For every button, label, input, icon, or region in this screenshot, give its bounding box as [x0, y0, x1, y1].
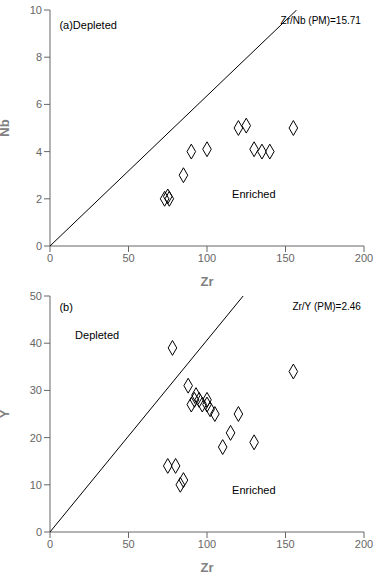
svg-text:0: 0: [47, 538, 53, 550]
svg-text:100: 100: [198, 252, 216, 264]
svg-text:100: 100: [198, 538, 216, 550]
svg-text:6: 6: [36, 98, 42, 110]
svg-text:200: 200: [355, 538, 372, 550]
html-text:Zr/Y (PM)=2.46: Zr/Y (PM)=2.46: [292, 300, 361, 312]
svg-text:0: 0: [36, 240, 42, 252]
html-text:Enriched: Enriched: [232, 483, 276, 496]
html-text:Depleted: Depleted: [75, 329, 120, 341]
svg-text:8: 8: [36, 51, 42, 63]
svg-text:150: 150: [276, 538, 294, 550]
svg-text:Zr: Zr: [201, 560, 214, 572]
svg-text:0: 0: [36, 526, 42, 538]
svg-text:Zr: Zr: [201, 274, 214, 286]
svg-text:Y: Y: [8, 409, 12, 418]
html-text:Zr/Nb (PM)=15.71: Zr/Nb (PM)=15.71: [280, 14, 361, 26]
svg-text:2: 2: [36, 193, 42, 205]
svg-text:150: 150: [276, 252, 294, 264]
html-text:(a)Depleted: (a)Depleted: [59, 19, 117, 32]
svg-text:10: 10: [30, 479, 42, 491]
svg-text:10: 10: [30, 4, 42, 16]
svg-text:50: 50: [30, 290, 42, 302]
svg-text:50: 50: [122, 252, 134, 264]
html-text:(b): (b): [59, 300, 73, 313]
svg-text:20: 20: [30, 432, 42, 444]
svg-text:4: 4: [36, 146, 42, 158]
svg-text:50: 50: [122, 538, 134, 550]
svg-text:Nb: Nb: [8, 119, 12, 136]
html-text:Enriched: Enriched: [232, 188, 276, 200]
svg-text:200: 200: [355, 252, 372, 264]
svg-text:40: 40: [30, 337, 42, 349]
svg-text:0: 0: [47, 252, 53, 264]
svg-text:30: 30: [30, 384, 42, 396]
